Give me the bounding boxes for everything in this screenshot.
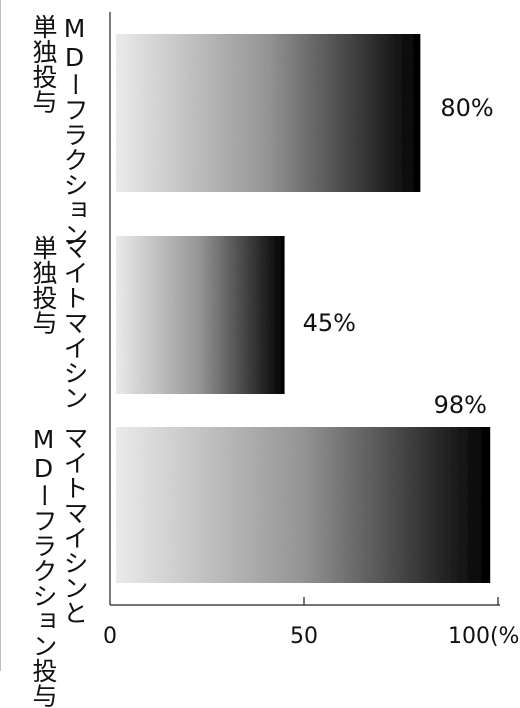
value-label-md-fraction: 80% [440,94,493,122]
bar-combination [116,427,491,583]
category-label-mitomycin: マイトマイシン 単独投与 [29,235,89,410]
bar-mitomycin [116,236,285,394]
bar-md-fraction [116,34,421,192]
value-label-mitomycin: 45% [303,309,356,337]
x-tick-label-0: 0 [103,624,117,649]
x-tick-label-50: 50 [290,624,318,649]
value-label-combination: 98% [434,391,487,419]
chart-plot: 0 50 100(%) 80% 45% 98% [103,12,520,649]
category-label-combination: マイトマイシンと MDーフラクション投与 [29,425,89,708]
x-tick-label-100: 100(%) [448,624,520,649]
category-label-md-fraction: MDーフラクション 単独投与 [29,14,89,247]
